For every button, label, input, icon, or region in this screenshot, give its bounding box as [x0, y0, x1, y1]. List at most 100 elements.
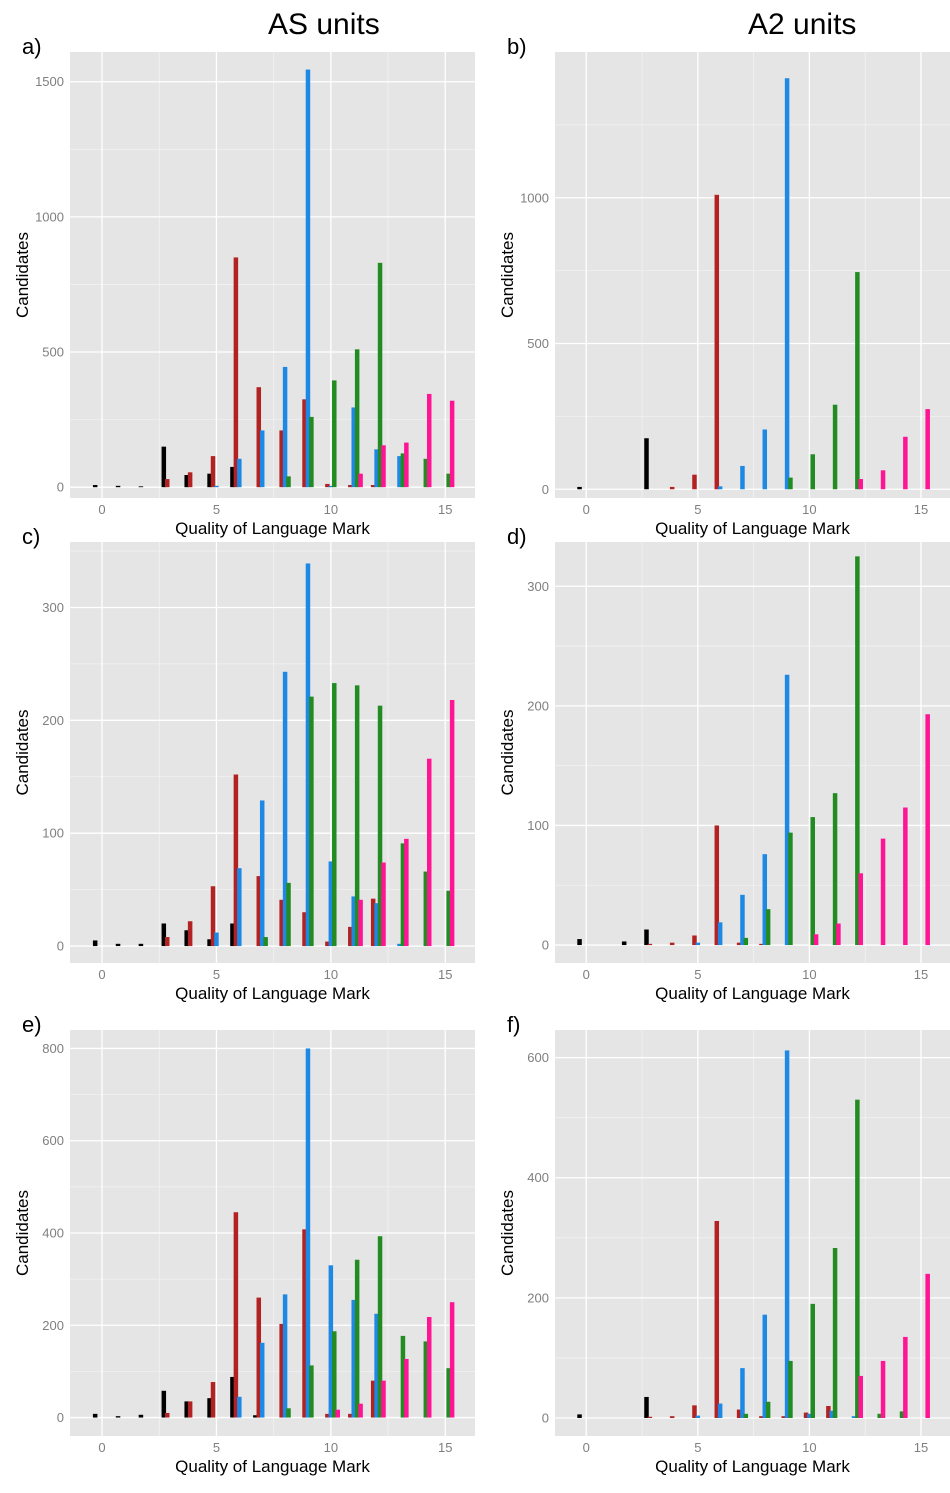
- x-tick-label: 0: [98, 502, 105, 517]
- bar-pink: [449, 400, 455, 488]
- x-tick-label: 10: [324, 502, 338, 517]
- bar-green: [788, 477, 793, 490]
- bar-black: [138, 943, 144, 947]
- bar-red: [714, 1220, 720, 1418]
- bar-red: [256, 876, 262, 947]
- bar-black: [207, 473, 212, 488]
- bar-black: [230, 1376, 235, 1418]
- bar-red: [210, 1382, 216, 1418]
- x-tick-label: 0: [98, 1440, 105, 1455]
- bar-green: [377, 262, 383, 488]
- bar-green: [332, 683, 337, 947]
- bar-blue: [762, 429, 768, 490]
- bar-blue: [740, 465, 745, 490]
- x-tick-label: 5: [213, 967, 220, 982]
- y-tick-label: 0: [542, 482, 549, 497]
- bar-black: [138, 1414, 144, 1418]
- y-tick-label: 1000: [520, 190, 549, 205]
- bar-red: [826, 1405, 831, 1418]
- bar-black: [644, 438, 649, 490]
- bar-green: [446, 890, 451, 947]
- bar-red: [187, 472, 193, 488]
- bar-blue: [717, 922, 723, 946]
- bar-red: [669, 486, 675, 490]
- bar-black: [161, 446, 167, 488]
- bar-black: [207, 939, 212, 947]
- bar-black: [253, 1415, 258, 1418]
- bar-green: [788, 832, 793, 946]
- x-axis-label: Quality of Language Mark: [655, 519, 850, 538]
- bar-pink: [858, 1375, 863, 1418]
- y-tick-label: 200: [527, 1290, 549, 1305]
- bar-green: [446, 1368, 451, 1418]
- bar-blue: [784, 1050, 790, 1418]
- bar-blue: [328, 861, 334, 947]
- y-tick-label: 800: [42, 1041, 64, 1056]
- bar-pink: [404, 838, 409, 947]
- x-tick-label: 0: [98, 967, 105, 982]
- y-tick-label: 500: [527, 336, 549, 351]
- bar-blue: [305, 1048, 311, 1418]
- y-tick-label: 600: [527, 1050, 549, 1065]
- bar-green: [286, 1408, 291, 1418]
- bar-pink: [449, 1302, 455, 1418]
- bar-green: [400, 453, 406, 488]
- y-tick-label: 0: [57, 939, 64, 954]
- bar-pink: [925, 1273, 930, 1418]
- bar-red: [302, 399, 307, 488]
- bar-green: [332, 380, 337, 488]
- bar-blue: [740, 894, 745, 946]
- x-tick-label: 10: [802, 1440, 816, 1455]
- bar-green: [832, 404, 838, 490]
- plot-background: [555, 1030, 950, 1436]
- x-tick-label: 0: [583, 967, 590, 982]
- y-tick-label: 100: [527, 818, 549, 833]
- bar-red: [233, 257, 239, 488]
- bar-red: [692, 474, 697, 490]
- y-tick-label: 200: [42, 1318, 64, 1333]
- bar-black: [621, 941, 627, 946]
- bar-blue: [351, 1299, 356, 1418]
- bar-red: [348, 485, 353, 488]
- bar-green: [423, 1341, 429, 1418]
- bar-green: [832, 1248, 838, 1418]
- bar-pink: [880, 1360, 886, 1418]
- bar-red: [256, 1297, 262, 1418]
- panel-label: e): [22, 1012, 42, 1037]
- y-tick-label: 600: [42, 1133, 64, 1148]
- bar-red: [187, 1401, 193, 1418]
- x-tick-label: 15: [438, 1440, 452, 1455]
- y-axis-label: Candidates: [13, 1190, 32, 1276]
- bar-blue: [237, 1396, 242, 1418]
- y-axis-label: Candidates: [13, 709, 32, 795]
- bar-green: [877, 1413, 882, 1418]
- bar-red: [256, 387, 262, 488]
- bar-pink: [426, 758, 432, 947]
- bar-red: [692, 1405, 697, 1418]
- panel-label: a): [22, 34, 42, 59]
- bar-black: [644, 1396, 649, 1418]
- bar-blue: [259, 800, 265, 947]
- x-tick-label: 15: [438, 502, 452, 517]
- bar-red: [736, 942, 742, 946]
- y-tick-label: 400: [42, 1226, 64, 1241]
- bar-pink: [880, 838, 886, 946]
- bar-green: [309, 696, 314, 947]
- y-tick-label: 500: [42, 345, 64, 360]
- bar-blue: [214, 485, 219, 488]
- bar-green: [810, 817, 816, 946]
- bar-green: [855, 272, 860, 490]
- plot-background: [555, 542, 950, 963]
- plot-background: [70, 542, 475, 963]
- bar-blue: [282, 671, 288, 947]
- bar-green: [377, 1236, 383, 1418]
- bar-blue: [807, 1413, 812, 1418]
- bar-pink: [358, 1403, 363, 1418]
- bar-blue: [829, 1410, 834, 1418]
- bar-blue: [351, 896, 356, 947]
- x-tick-label: 15: [914, 1440, 928, 1455]
- panel-label: c): [22, 524, 40, 549]
- bar-red: [736, 1409, 742, 1418]
- bar-black: [184, 475, 189, 488]
- bar-blue: [214, 932, 219, 947]
